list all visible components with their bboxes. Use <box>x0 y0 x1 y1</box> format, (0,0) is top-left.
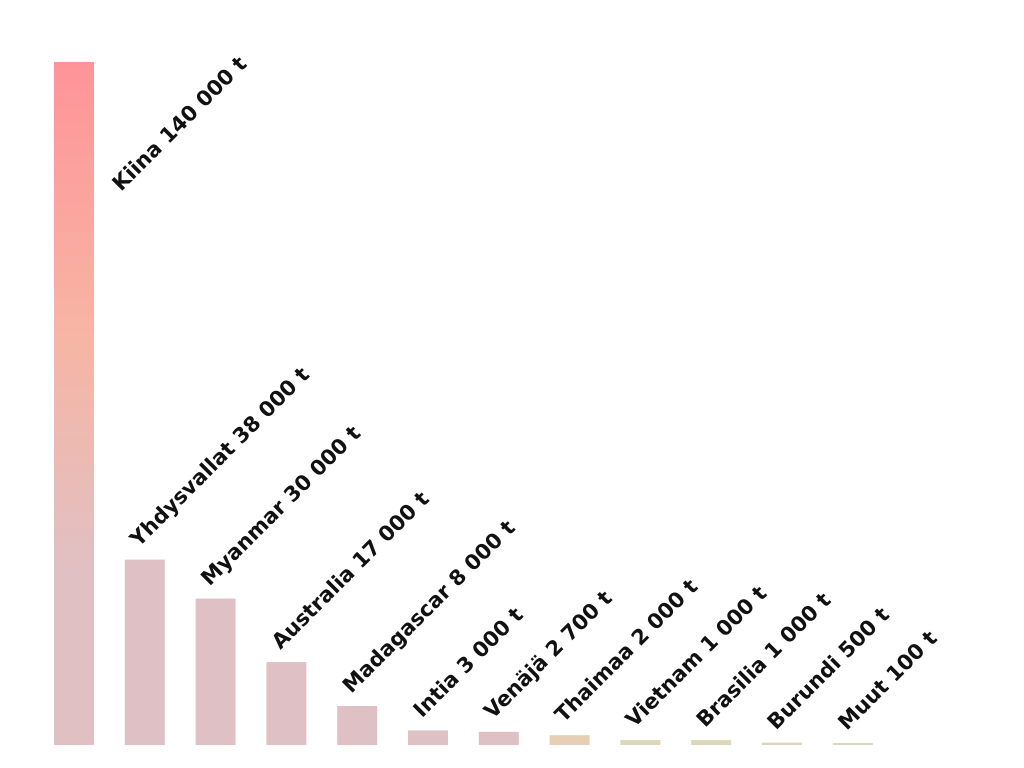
bar-intia <box>408 730 448 745</box>
bar-thaimaa <box>549 735 590 745</box>
data-label-kiina: Kiina 140 000 t <box>108 52 252 196</box>
bar-venaja <box>478 731 519 745</box>
data-label-venaja: Venäjä 2 700 t <box>479 586 616 723</box>
bar-muut <box>832 743 873 745</box>
data-label-burundi: Burundi 500 t <box>763 603 894 734</box>
bar-yhdysvallat <box>124 559 165 745</box>
bar-australia <box>266 662 307 745</box>
data-label-brasilia: Brasilia 1 000 t <box>692 588 836 732</box>
bars-layer <box>54 62 873 745</box>
data-label-thaimaa: Thaimaa 2 000 t <box>550 574 702 726</box>
bar-vietnam <box>620 740 661 745</box>
bar-madagascar <box>337 706 378 745</box>
data-label-yhdysvallat: Yhdysvallat 38 000 t <box>125 362 314 551</box>
bar-kiina <box>54 62 94 745</box>
bar-myanmar <box>195 598 236 745</box>
bar-brasilia <box>691 740 732 745</box>
bar-burundi <box>762 742 802 745</box>
